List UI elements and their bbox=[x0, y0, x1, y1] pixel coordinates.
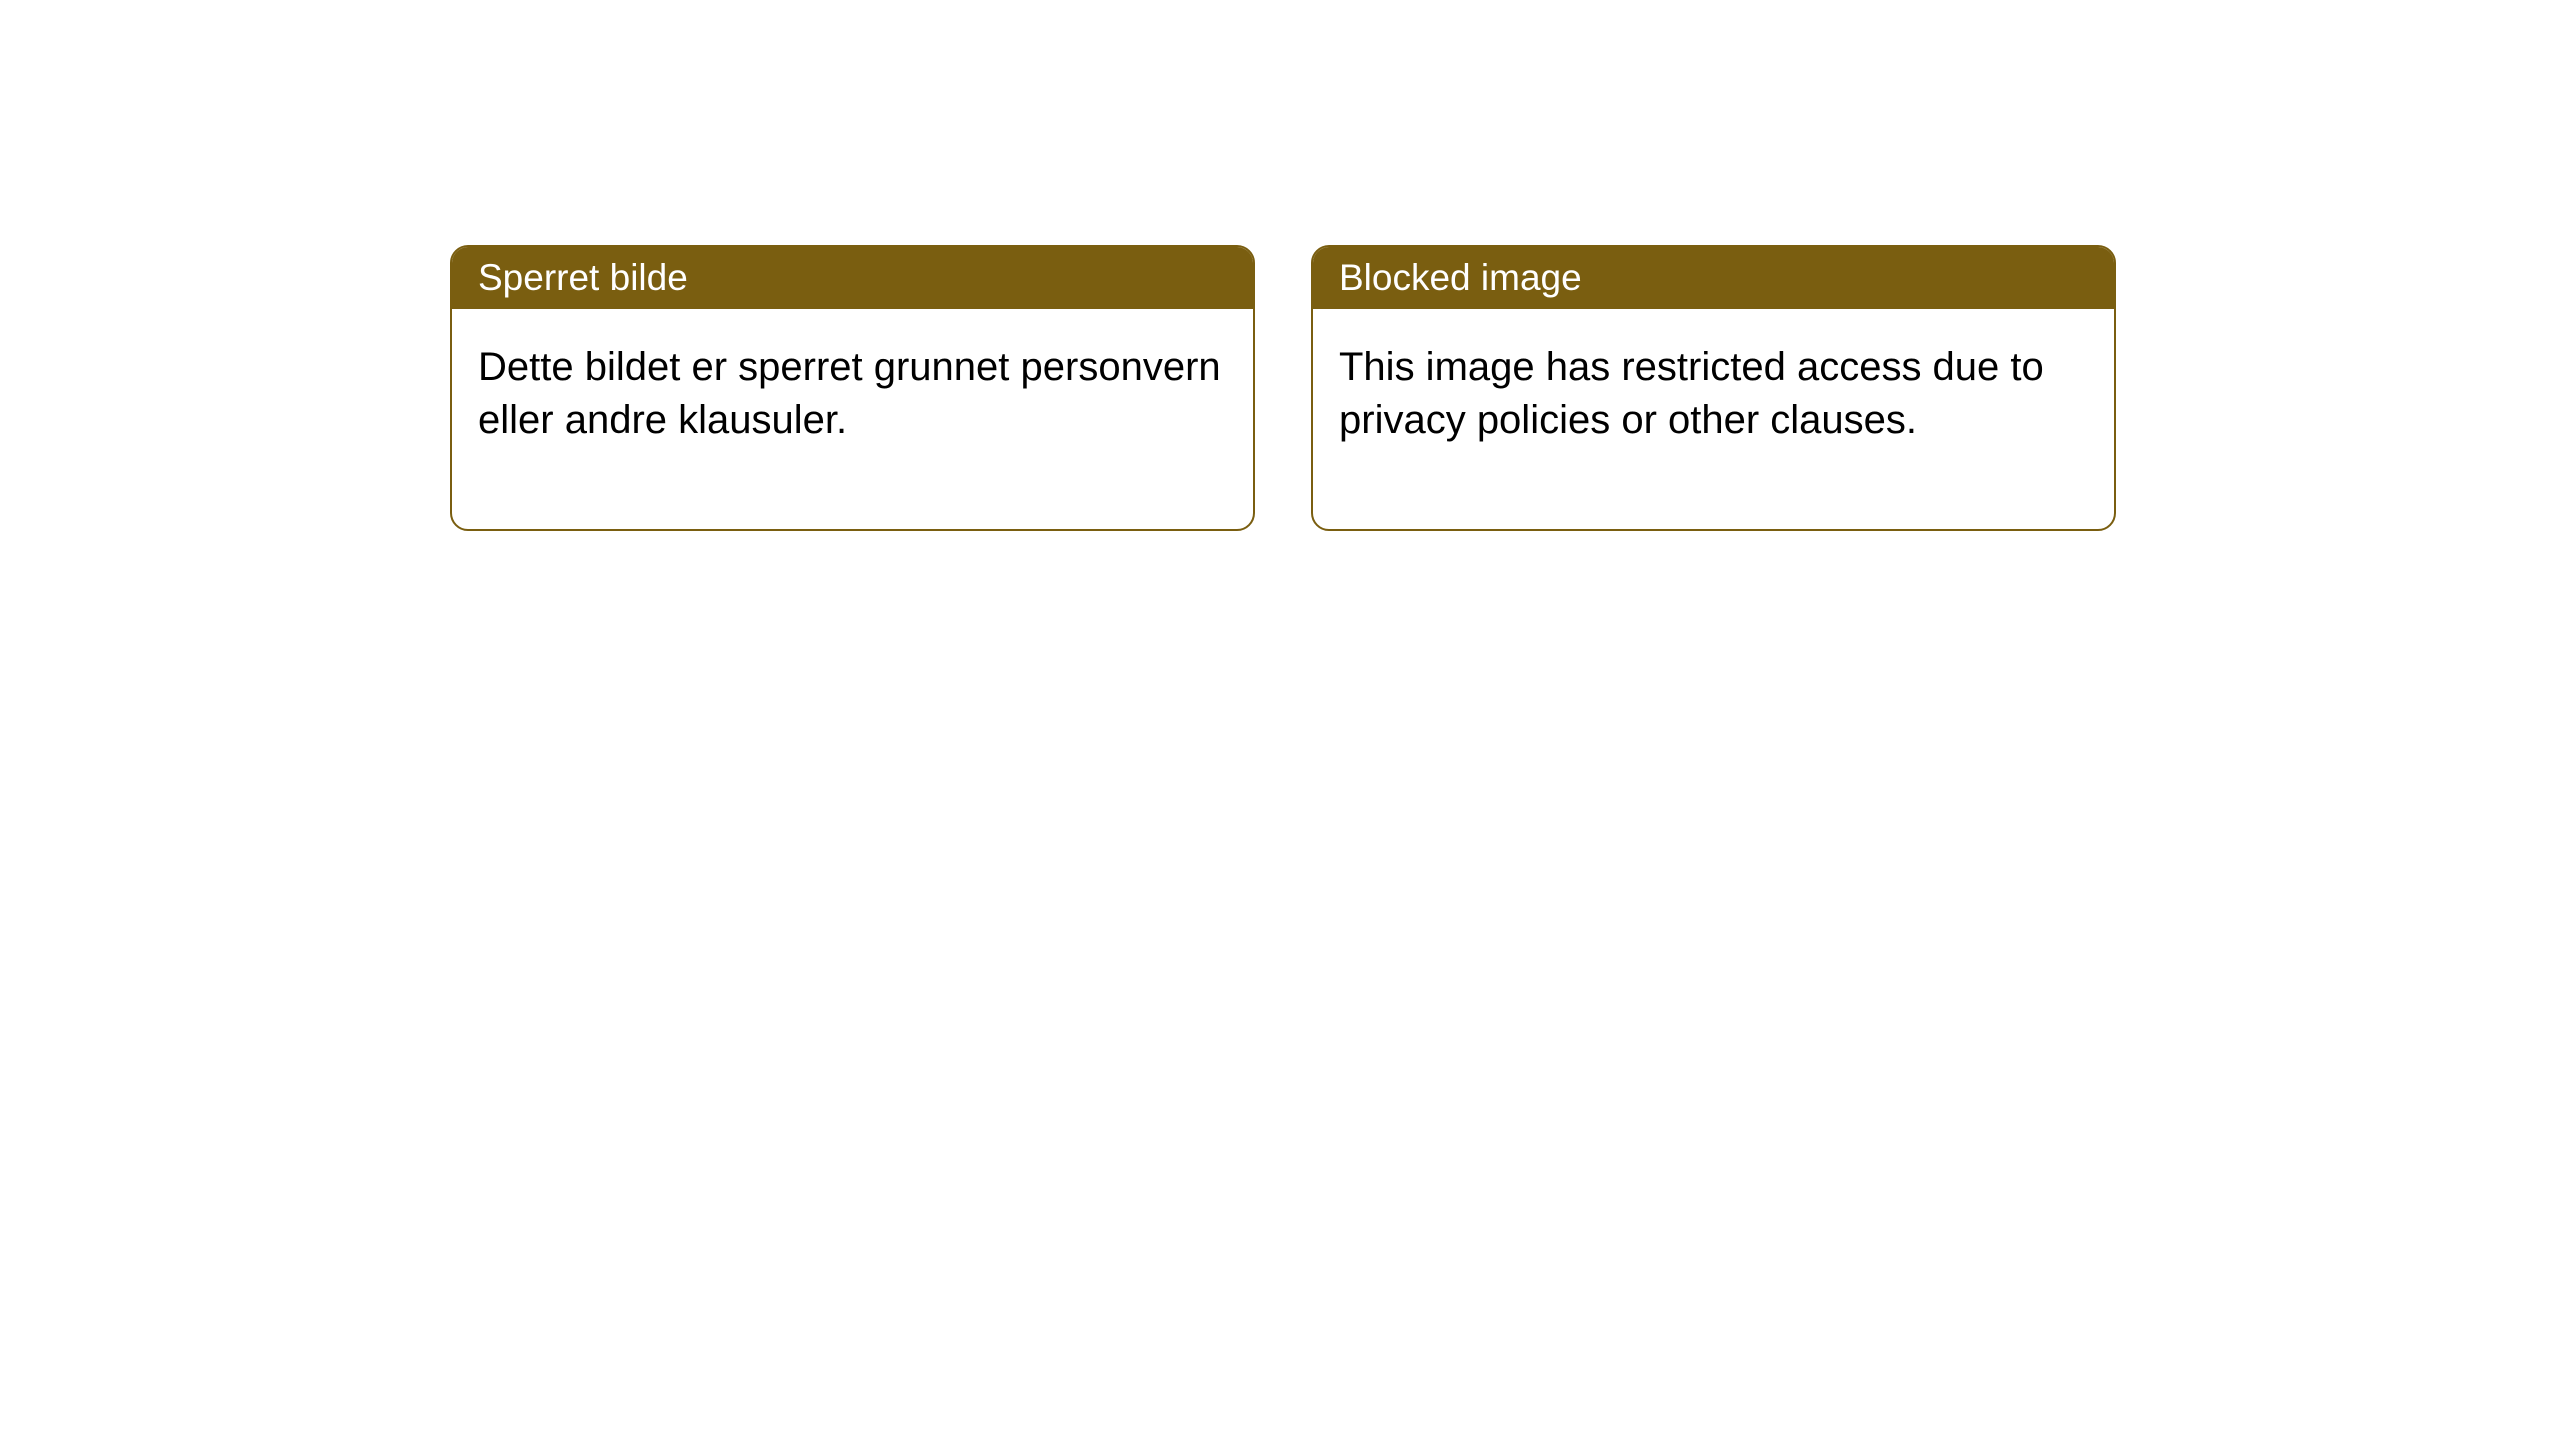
notice-header: Blocked image bbox=[1313, 247, 2114, 309]
notice-title: Sperret bilde bbox=[478, 257, 688, 298]
notice-header: Sperret bilde bbox=[452, 247, 1253, 309]
notice-box-english: Blocked image This image has restricted … bbox=[1311, 245, 2116, 531]
notice-title: Blocked image bbox=[1339, 257, 1582, 298]
notice-body-text: This image has restricted access due to … bbox=[1339, 345, 2044, 442]
notice-box-norwegian: Sperret bilde Dette bildet er sperret gr… bbox=[450, 245, 1255, 531]
notice-body-text: Dette bildet er sperret grunnet personve… bbox=[478, 345, 1221, 442]
notice-container: Sperret bilde Dette bildet er sperret gr… bbox=[0, 0, 2560, 531]
notice-body: Dette bildet er sperret grunnet personve… bbox=[452, 309, 1253, 529]
notice-body: This image has restricted access due to … bbox=[1313, 309, 2114, 529]
